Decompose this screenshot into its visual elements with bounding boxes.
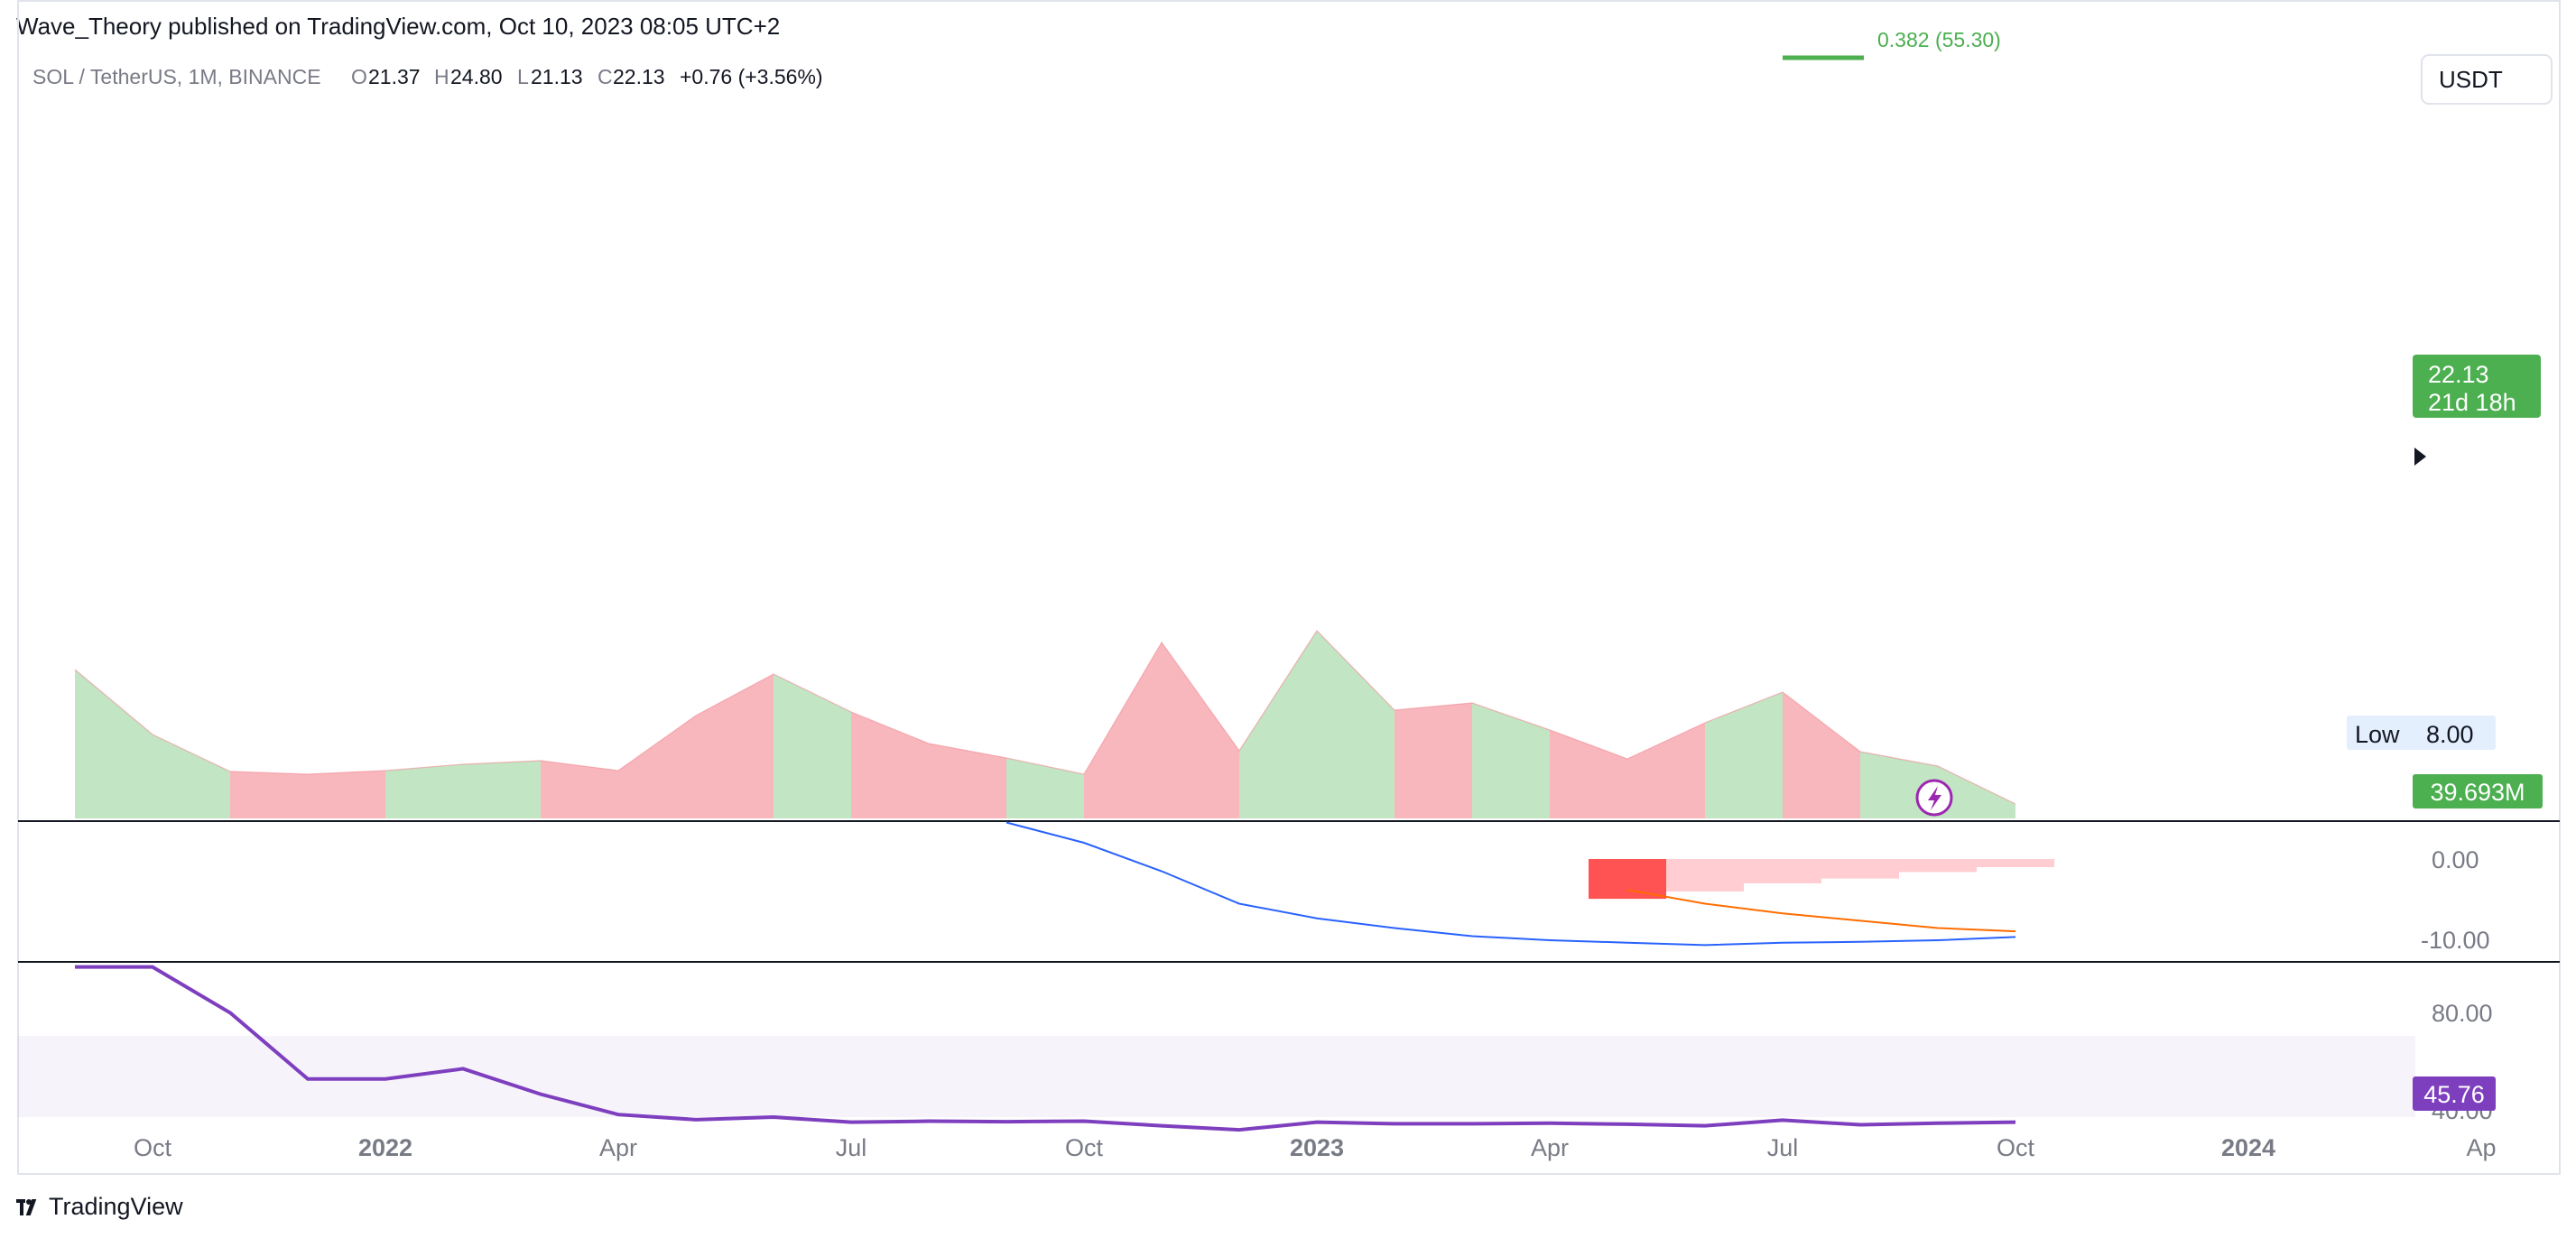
volume-area-2022-03 xyxy=(541,761,618,818)
volume-area-2022-02 xyxy=(463,761,541,818)
volume-area-2021-11 xyxy=(230,771,308,818)
legend-open-value: 21.37 xyxy=(368,65,421,88)
time-tick-2: Apr xyxy=(599,1134,637,1161)
volume-outline xyxy=(74,630,2016,805)
time-tick-6: Apr xyxy=(1531,1134,1569,1161)
time-tick-0: Oct xyxy=(134,1134,172,1161)
volume-last-label-bg xyxy=(2413,774,2543,808)
volume-area-2022-04 xyxy=(618,716,696,818)
volume-area-2023-04 xyxy=(1550,730,1627,818)
macd-histogram-bar-2023-09 xyxy=(1899,859,1977,873)
volume-area-2022-11 xyxy=(1162,642,1239,818)
rsi-band xyxy=(18,1036,2415,1117)
rsi-line xyxy=(75,965,2016,1132)
rsi-last-label-bg xyxy=(2413,1076,2496,1111)
volume-area-2021-10 xyxy=(153,734,230,818)
volume-area-2022-07 xyxy=(851,712,929,818)
time-tick-8: Oct xyxy=(1997,1134,2035,1161)
volume-last-label: 39.693M xyxy=(2413,774,2543,808)
legend-open-label: O xyxy=(351,65,367,88)
rsi-last-label: 45.76 xyxy=(2413,1076,2496,1111)
tradingview-brand: TradingView xyxy=(49,1193,183,1220)
low-label-text: Low xyxy=(2355,721,2400,748)
scroll-arrow-icon[interactable] xyxy=(2414,448,2426,466)
macd-histogram-bar-2023-10 xyxy=(1977,859,2054,867)
macd-histogram-bar-2023-08 xyxy=(1821,859,1899,879)
volume-area-2023-06 xyxy=(1705,692,1783,818)
legend-close-value: 22.13 xyxy=(613,65,665,88)
time-tick-7: Jul xyxy=(1767,1134,1799,1161)
low-label-value: 8.00 xyxy=(2426,721,2474,748)
last-price-countdown: 21d 18h xyxy=(2428,389,2516,416)
volume-area-2023-07 xyxy=(1783,692,1860,818)
volume-last-value: 39.693M xyxy=(2430,779,2525,806)
time-tick-3: Jul xyxy=(836,1134,867,1161)
volume-area-2023-02 xyxy=(1395,703,1472,818)
macd-histogram-bar-2023-07 xyxy=(1744,859,1821,883)
volume-area-2022-12 xyxy=(1239,631,1317,818)
legend-low-label: L xyxy=(517,65,529,88)
volume-indicator-icon[interactable] xyxy=(1915,779,1953,817)
time-tick-5: 2023 xyxy=(1290,1134,1344,1161)
volume-area-2022-01 xyxy=(385,764,463,818)
publisher-header: Wave_Theory published on TradingView.com… xyxy=(16,13,781,40)
legend-high-label: H xyxy=(434,65,449,88)
volume-area-2022-09 xyxy=(1006,758,1084,818)
macd-tick-minus10: -10.00 xyxy=(2421,927,2490,954)
volume-area-2023-05 xyxy=(1627,723,1705,818)
volume-area-2022-10 xyxy=(1084,642,1162,818)
volume-area-2023-03 xyxy=(1472,703,1550,818)
time-tick-4: Oct xyxy=(1065,1134,1104,1161)
chart-frame xyxy=(17,0,2561,1175)
volume-area-2023-01 xyxy=(1317,631,1395,818)
low-label: Low 8.00 xyxy=(2347,716,2496,750)
currency-button-label: USDT xyxy=(2439,66,2503,93)
legend-change: +0.76 (+3.56%) xyxy=(680,65,823,88)
last-price-value: 22.13 xyxy=(2428,361,2489,388)
tradingview-logo-icon xyxy=(16,1197,40,1217)
legend-high-value: 24.80 xyxy=(450,65,503,88)
rsi-last-value: 45.76 xyxy=(2423,1081,2485,1108)
volume-area-2022-06 xyxy=(774,674,851,818)
volume-area-2021-09 xyxy=(75,670,153,818)
fib-label-55.3: 0.382 (55.30) xyxy=(1877,28,2001,51)
time-tick-10: Ap xyxy=(2466,1134,2496,1161)
legend-low-value: 21.13 xyxy=(531,65,583,88)
currency-button[interactable]: USDT xyxy=(2421,54,2553,105)
macd-signal-line xyxy=(1626,889,2016,933)
legend-close-label: C xyxy=(598,65,613,88)
low-label-bg xyxy=(2347,716,2496,750)
volume-area-2022-08 xyxy=(929,744,1006,818)
time-tick-1: 2022 xyxy=(358,1134,412,1161)
volume-area-2023-09 xyxy=(1938,766,2015,818)
macd-histogram-bar-2023-06 xyxy=(1666,859,1744,892)
legend-symbol-name: SOL / TetherUS, 1M, BINANCE xyxy=(32,65,321,88)
volume-area-2022-05 xyxy=(696,674,774,818)
legend-symbol[interactable]: SOL / TetherUS, 1M, BINANCE O 21.37 H 24… xyxy=(32,65,823,88)
macd-tick-0: 0.00 xyxy=(2432,846,2479,873)
last-price-label-bg xyxy=(2413,355,2541,418)
macd-histogram-bar-2023-05 xyxy=(1589,859,1666,900)
tradingview-footer[interactable]: TradingView xyxy=(16,1193,183,1221)
macd-line xyxy=(1005,821,2016,947)
time-tick-9: 2024 xyxy=(2221,1134,2275,1161)
volume-area-2021-12 xyxy=(308,771,385,818)
rsi-tick-80: 80.00 xyxy=(2432,1000,2493,1027)
